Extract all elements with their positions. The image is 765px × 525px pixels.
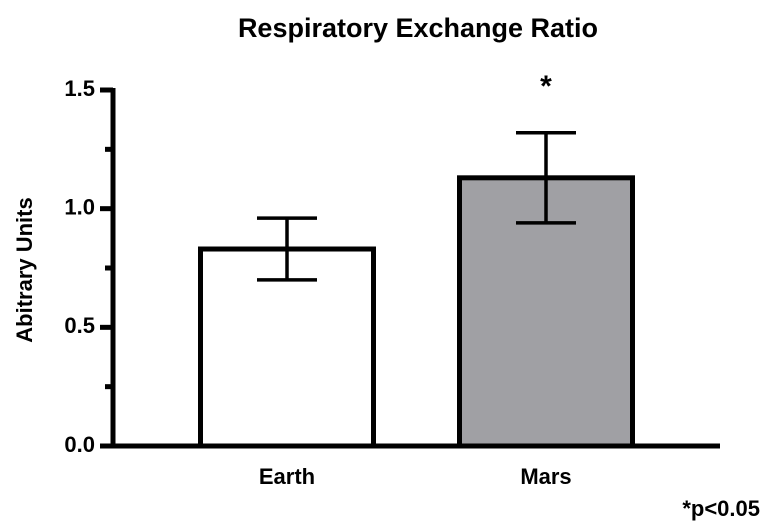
- y-tick-label: 1.5: [64, 76, 95, 101]
- chart-title: Respiratory Exchange Ratio: [238, 13, 598, 43]
- y-tick-label: 1.0: [64, 194, 95, 219]
- y-tick-label: 0.0: [64, 432, 95, 457]
- footnote: *p<0.05: [682, 496, 760, 521]
- y-axis-label: Abitrary Units: [12, 197, 37, 342]
- x-tick-label: Earth: [259, 464, 315, 489]
- x-tick-label: Mars: [520, 464, 571, 489]
- y-tick-label: 0.5: [64, 313, 95, 338]
- significance-marker: *: [540, 70, 552, 103]
